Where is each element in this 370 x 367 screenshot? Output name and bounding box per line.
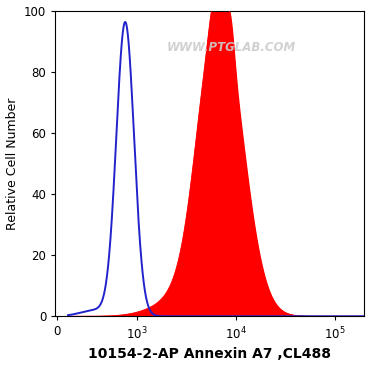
Y-axis label: Relative Cell Number: Relative Cell Number: [6, 97, 18, 230]
Text: WWW.PTGLAB.COM: WWW.PTGLAB.COM: [167, 41, 296, 54]
X-axis label: 10154-2-AP Annexin A7 ,CL488: 10154-2-AP Annexin A7 ,CL488: [88, 348, 332, 361]
